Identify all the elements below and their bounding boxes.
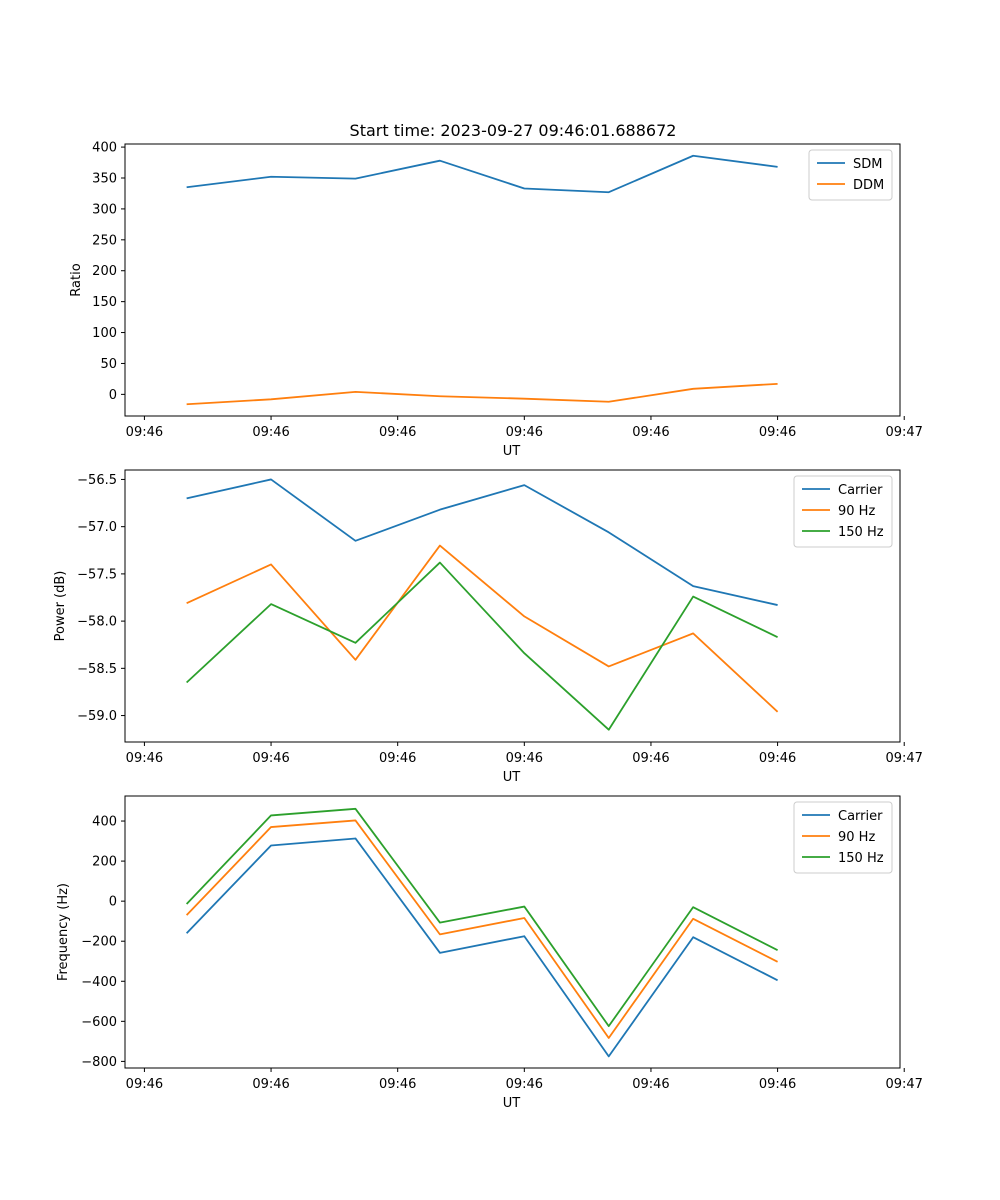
axes-frame bbox=[124, 143, 901, 417]
series-line-carrier bbox=[186, 478, 778, 606]
legend-entry: 150 Hz bbox=[838, 851, 884, 866]
x-tick-label: 09:46 bbox=[252, 425, 289, 440]
series-line-90-hz bbox=[185, 819, 778, 1039]
y-tick-label: 150 bbox=[92, 295, 117, 310]
y-tick-label: 350 bbox=[92, 172, 117, 187]
x-tick-label: 09:46 bbox=[379, 751, 416, 766]
y-tick-label: 0 bbox=[109, 388, 117, 403]
x-tick-label: 09:46 bbox=[252, 1077, 289, 1092]
legend-entry: DDM bbox=[853, 178, 884, 193]
x-tick-label: 09:46 bbox=[506, 425, 543, 440]
x-tick-label: 09:46 bbox=[632, 1077, 669, 1092]
y-tick-label: −200 bbox=[81, 935, 117, 950]
x-tick-label: 09:46 bbox=[632, 751, 669, 766]
legend-entry: 150 Hz bbox=[838, 525, 884, 540]
y-tick-label: 0 bbox=[109, 895, 117, 910]
x-tick-label: 09:46 bbox=[126, 425, 163, 440]
figure-title: Start time: 2023-09-27 09:46:01.688672 bbox=[350, 121, 677, 140]
legend-entry: 90 Hz bbox=[838, 830, 875, 845]
y-axis-label: Frequency (Hz) bbox=[56, 883, 71, 981]
x-tick-label: 09:46 bbox=[379, 1077, 416, 1092]
legend-box bbox=[793, 801, 893, 874]
chart-panel-1: 0 50 100 150 200 250 300 350 400 09:46 09:46 09:46 0… bbox=[69, 141, 923, 459]
y-tick-label: 200 bbox=[92, 855, 117, 870]
y-axis-label: Ratio bbox=[69, 263, 84, 296]
y-tick-label: 200 bbox=[92, 264, 117, 279]
legend-entry: 90 Hz bbox=[838, 504, 875, 519]
y-tick-label: 400 bbox=[92, 141, 117, 156]
y-axis-label: Power (dB) bbox=[53, 571, 68, 642]
y-tick-label: 100 bbox=[92, 326, 117, 341]
series-line-90-hz bbox=[186, 544, 779, 713]
y-tick-label: 300 bbox=[92, 202, 117, 217]
legend-entry: Carrier bbox=[838, 809, 883, 824]
axes-frame bbox=[124, 795, 901, 1069]
legend: Carrier 90 Hz 150 Hz bbox=[793, 801, 893, 874]
y-tick-label: −56.5 bbox=[77, 473, 117, 488]
x-tick-label: 09:46 bbox=[126, 1077, 163, 1092]
y-tick-label: −57.0 bbox=[77, 520, 117, 535]
series-line-sdm bbox=[186, 154, 778, 194]
y-tick-label: −400 bbox=[81, 975, 117, 990]
legend-box bbox=[793, 475, 893, 548]
series-line-ddm bbox=[186, 382, 778, 406]
chart-panel-3: −800 −600 −400 −200 0 200 400 09:46 09:46 09:46 09… bbox=[56, 795, 923, 1111]
x-tick-label: 09:46 bbox=[759, 1077, 796, 1092]
y-tick-label: −58.0 bbox=[77, 615, 117, 630]
x-tick-label: 09:47 bbox=[885, 425, 922, 440]
x-tick-label: 09:46 bbox=[632, 425, 669, 440]
series-line-150-hz bbox=[185, 807, 778, 1028]
x-tick-label: 09:46 bbox=[759, 751, 796, 766]
x-tick-label: 09:46 bbox=[252, 751, 289, 766]
x-tick-label: 09:46 bbox=[506, 751, 543, 766]
legend-entry: SDM bbox=[853, 157, 882, 172]
x-axis-label: UT bbox=[503, 1096, 521, 1111]
legend: SDM DDM bbox=[808, 149, 893, 201]
y-tick-label: 50 bbox=[100, 357, 117, 372]
y-tick-label: −57.5 bbox=[77, 567, 117, 582]
series-line-150-hz bbox=[186, 561, 778, 731]
y-tick-label: −59.0 bbox=[77, 709, 117, 724]
legend-entry: Carrier bbox=[838, 483, 883, 498]
y-tick-label: −58.5 bbox=[77, 662, 117, 677]
x-tick-label: 09:47 bbox=[885, 751, 922, 766]
legend: Carrier 90 Hz 150 Hz bbox=[793, 475, 893, 548]
chart-panel-2: −59.0 −58.5 −58.0 −57.5 −57.0 −56.5 09:46 09:46… bbox=[53, 469, 923, 785]
x-axis-label: UT bbox=[503, 770, 521, 785]
y-tick-label: 400 bbox=[92, 815, 117, 830]
x-tick-label: 09:46 bbox=[506, 1077, 543, 1092]
series-line-carrier bbox=[185, 837, 778, 1058]
y-tick-label: −800 bbox=[81, 1055, 117, 1070]
y-tick-label: −600 bbox=[81, 1015, 117, 1030]
x-axis-label: UT bbox=[503, 444, 521, 459]
x-tick-label: 09:46 bbox=[126, 751, 163, 766]
y-tick-label: 250 bbox=[92, 233, 117, 248]
axes-frame bbox=[124, 469, 901, 743]
x-tick-label: 09:46 bbox=[759, 425, 796, 440]
x-tick-label: 09:46 bbox=[379, 425, 416, 440]
x-tick-label: 09:47 bbox=[885, 1077, 922, 1092]
